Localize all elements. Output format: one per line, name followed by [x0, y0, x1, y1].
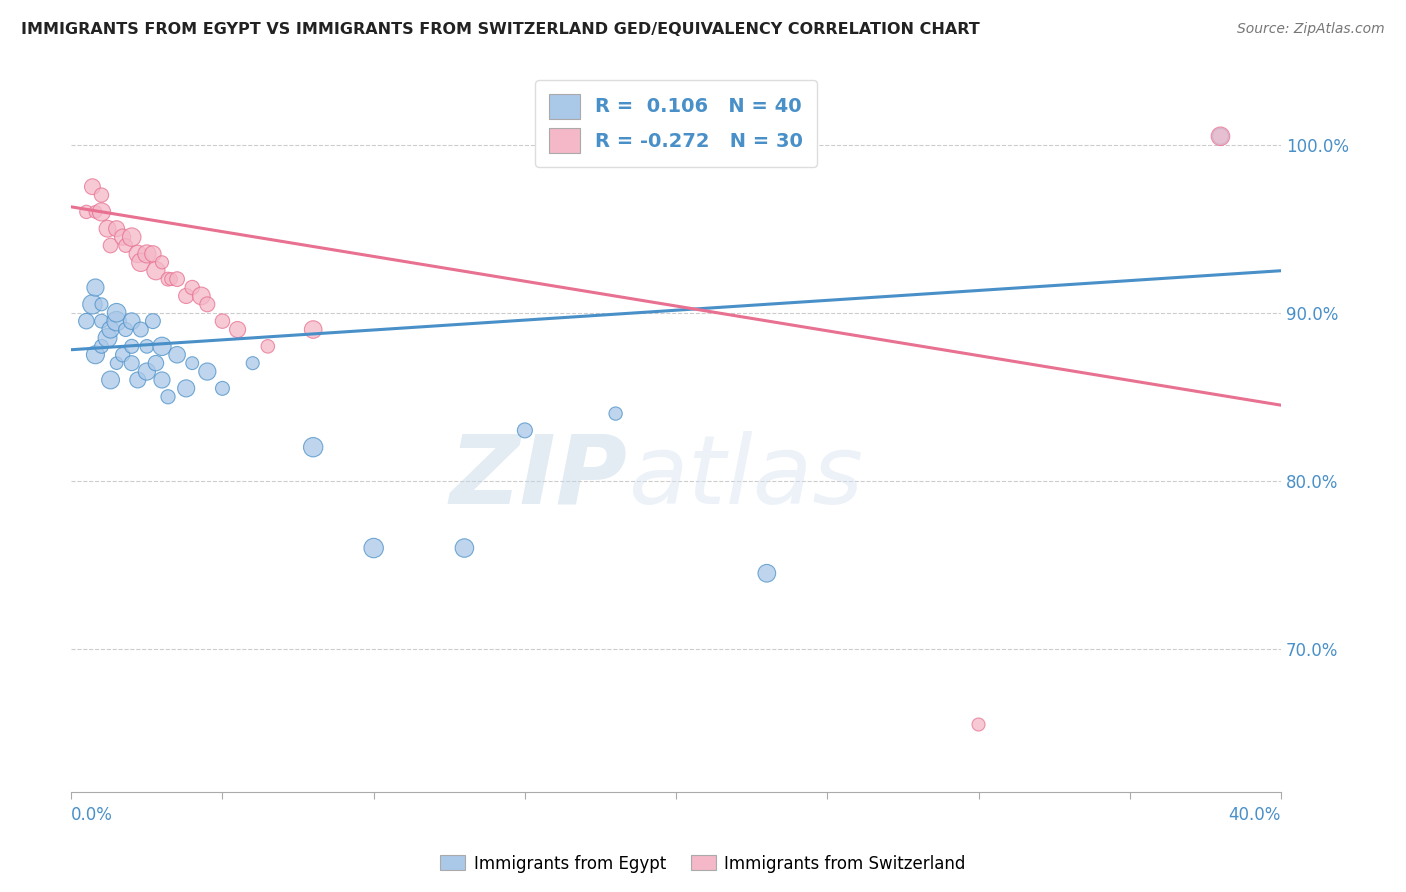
Point — [90, 205, 112, 219]
Point — [211, 381, 233, 395]
Point — [174, 381, 197, 395]
Point — [84, 205, 107, 219]
Point — [181, 280, 204, 294]
Point — [84, 280, 107, 294]
Point — [127, 373, 149, 387]
Point — [105, 221, 128, 235]
Point — [105, 306, 128, 320]
Point — [121, 356, 143, 370]
Point — [121, 314, 143, 328]
Point — [142, 247, 165, 261]
Point — [190, 289, 212, 303]
Point — [145, 264, 167, 278]
Point — [100, 373, 122, 387]
Point — [90, 297, 112, 311]
Legend: Immigrants from Egypt, Immigrants from Switzerland: Immigrants from Egypt, Immigrants from S… — [433, 848, 973, 880]
Point — [195, 365, 218, 379]
Point — [111, 348, 134, 362]
Point — [157, 390, 180, 404]
Point — [160, 272, 183, 286]
Point — [226, 322, 249, 336]
Point — [105, 356, 128, 370]
Point — [105, 314, 128, 328]
Point — [150, 373, 173, 387]
Point — [135, 365, 157, 379]
Point — [150, 339, 173, 353]
Point — [157, 272, 180, 286]
Point — [84, 348, 107, 362]
Point — [605, 407, 627, 421]
Point — [453, 541, 475, 555]
Point — [129, 322, 152, 336]
Point — [1209, 129, 1232, 144]
Point — [302, 440, 325, 454]
Point — [256, 339, 278, 353]
Point — [755, 566, 778, 581]
Point — [75, 205, 97, 219]
Text: atlas: atlas — [627, 431, 863, 524]
Point — [513, 423, 536, 437]
Point — [174, 289, 197, 303]
Point — [127, 247, 149, 261]
Point — [100, 238, 122, 252]
Point — [90, 339, 112, 353]
Point — [121, 339, 143, 353]
Point — [114, 238, 136, 252]
Point — [1209, 129, 1232, 144]
Text: 40.0%: 40.0% — [1229, 806, 1281, 824]
Point — [90, 314, 112, 328]
Point — [129, 255, 152, 269]
Legend: R =  0.106   N = 40, R = -0.272   N = 30: R = 0.106 N = 40, R = -0.272 N = 30 — [536, 80, 817, 167]
Text: 0.0%: 0.0% — [72, 806, 112, 824]
Text: ZIP: ZIP — [450, 431, 627, 524]
Point — [96, 221, 118, 235]
Point — [302, 322, 325, 336]
Point — [82, 297, 104, 311]
Point — [75, 314, 97, 328]
Point — [111, 230, 134, 244]
Point — [90, 188, 112, 202]
Point — [145, 356, 167, 370]
Point — [967, 717, 990, 731]
Point — [142, 314, 165, 328]
Point — [135, 339, 157, 353]
Point — [100, 322, 122, 336]
Point — [166, 272, 188, 286]
Point — [181, 356, 204, 370]
Point — [242, 356, 264, 370]
Point — [166, 348, 188, 362]
Text: Source: ZipAtlas.com: Source: ZipAtlas.com — [1237, 22, 1385, 37]
Point — [82, 179, 104, 194]
Point — [195, 297, 218, 311]
Point — [150, 255, 173, 269]
Point — [135, 247, 157, 261]
Point — [211, 314, 233, 328]
Point — [114, 322, 136, 336]
Point — [363, 541, 385, 555]
Point — [121, 230, 143, 244]
Text: IMMIGRANTS FROM EGYPT VS IMMIGRANTS FROM SWITZERLAND GED/EQUIVALENCY CORRELATION: IMMIGRANTS FROM EGYPT VS IMMIGRANTS FROM… — [21, 22, 980, 37]
Point — [96, 331, 118, 345]
